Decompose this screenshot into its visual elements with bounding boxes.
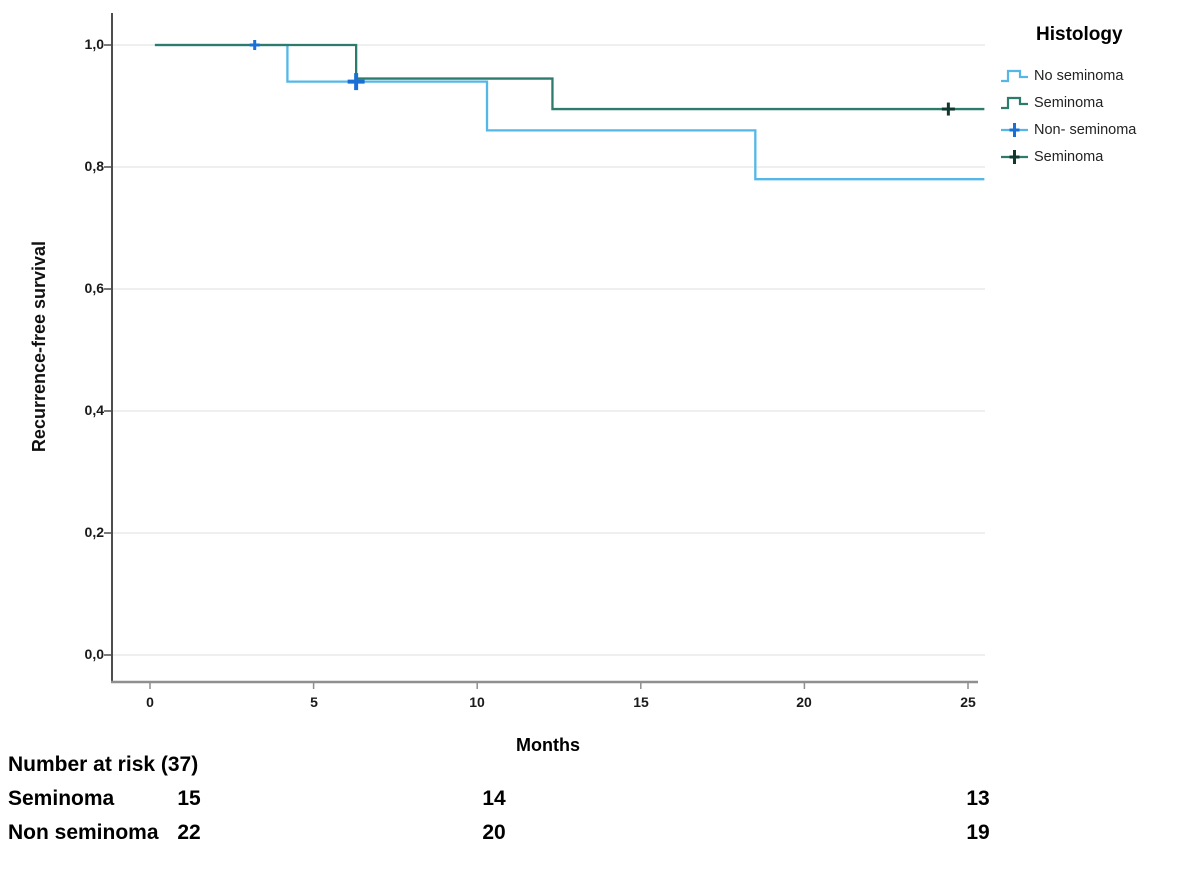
risk-value: 20 xyxy=(482,821,506,844)
legend-item-non-seminoma-censored: Non- seminoma xyxy=(1000,120,1136,140)
y-tick-label: 0,4 xyxy=(84,402,104,418)
y-tick-label: 1,0 xyxy=(84,36,104,52)
km-curve-no-seminoma xyxy=(154,43,985,181)
legend-label: No seminoma xyxy=(1034,68,1124,84)
x-tick-label: 5 xyxy=(310,694,318,710)
number-at-risk-title: Number at risk (37) xyxy=(8,753,199,776)
x-axis-title: Months xyxy=(516,735,580,755)
legend-label: Non- seminoma xyxy=(1034,122,1137,138)
legend-item-no-seminoma: No seminoma xyxy=(1000,66,1123,86)
risk-value: 19 xyxy=(966,821,990,844)
y-axis-title-wrap: Recurrence-free survival xyxy=(22,10,58,682)
legend-label: Seminoma xyxy=(1034,149,1104,165)
y-tick-label: 0,2 xyxy=(84,524,104,540)
x-tick-label: 0 xyxy=(146,694,154,710)
y-tick-label: 0,0 xyxy=(84,646,104,662)
x-tick-label: 20 xyxy=(796,694,812,710)
legend-label: Seminoma xyxy=(1034,95,1104,111)
x-tick-label: 10 xyxy=(469,694,485,710)
legend-item-seminoma: Seminoma xyxy=(1000,93,1103,113)
y-axis-title: Recurrence-free survival xyxy=(29,240,50,452)
risk-value: 22 xyxy=(177,821,201,844)
legend-item-seminoma-censored: Seminoma xyxy=(1000,147,1103,167)
step-line-glyph-icon xyxy=(1001,69,1028,83)
step-line-glyph-icon xyxy=(1001,96,1028,110)
risk-value: 15 xyxy=(177,787,201,810)
x-tick-label: 25 xyxy=(960,694,976,710)
x-tick-label: 15 xyxy=(633,694,649,710)
y-tick-label: 0,8 xyxy=(84,158,104,174)
risk-row-label: Seminoma xyxy=(8,787,115,810)
censor-plus-glyph-icon xyxy=(1001,150,1028,164)
y-tick-label: 0,6 xyxy=(84,280,104,296)
risk-value: 13 xyxy=(966,787,990,810)
censor-plus-glyph-icon xyxy=(1001,123,1028,137)
risk-value: 14 xyxy=(482,787,506,810)
risk-row-label: Non seminoma xyxy=(8,821,159,844)
km-curve-seminoma xyxy=(154,43,985,111)
legend-title: Histology xyxy=(1036,24,1123,45)
